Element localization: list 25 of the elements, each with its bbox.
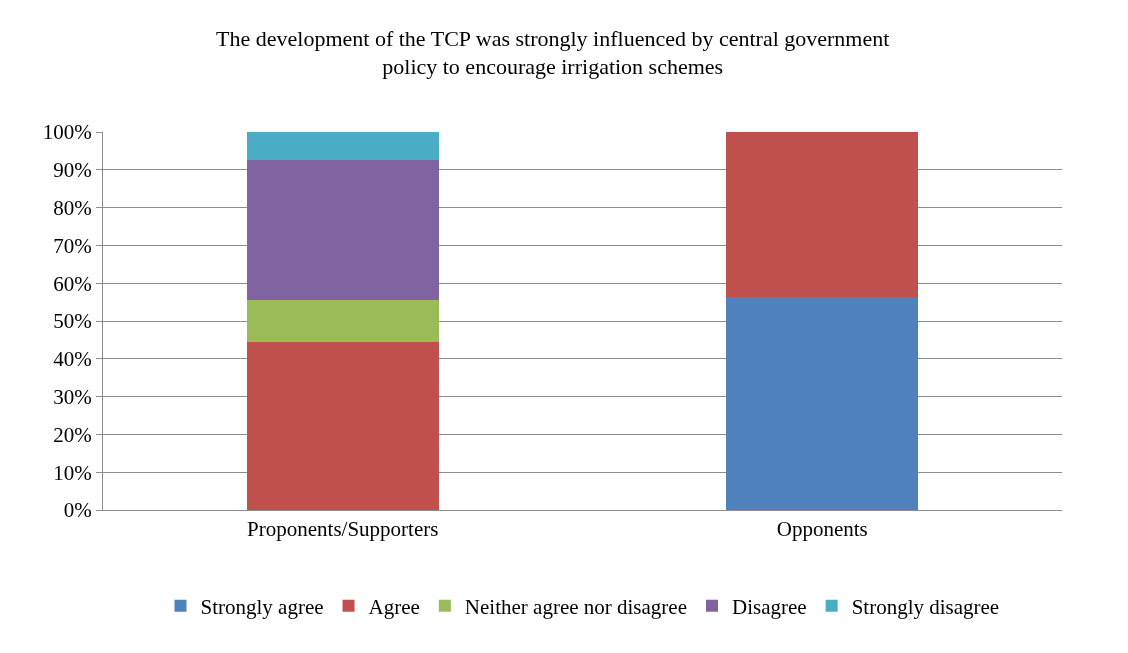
y-tick-label: 40% <box>53 347 92 372</box>
y-tick-label: 10% <box>53 460 92 485</box>
y-tick-label: 30% <box>53 384 92 409</box>
bar <box>246 159 439 301</box>
legend-label: Neither agree nor disagree <box>464 594 687 619</box>
y-tick-label: 50% <box>53 309 92 334</box>
y-tick-label: 100% <box>42 120 92 145</box>
y-tick-label: 70% <box>53 233 92 258</box>
bar <box>246 342 439 510</box>
bar <box>246 300 439 343</box>
y-tick-label: 60% <box>53 271 92 296</box>
legend-label: Strongly disagree <box>851 594 1000 619</box>
chart-title: The development of the TCP was strongly influenced by central government policy to encourage irrigation schemes <box>216 25 890 80</box>
x-tick-label: Opponents <box>776 517 868 542</box>
bar <box>726 297 919 510</box>
y-tick-label: 0% <box>63 498 92 523</box>
bar <box>726 132 919 298</box>
bar <box>246 132 439 160</box>
legend-label: Strongly agree <box>200 594 324 619</box>
y-tick-label: 90% <box>53 158 92 183</box>
legend-label: Agree <box>368 594 420 619</box>
y-tick-label: 20% <box>53 422 92 447</box>
y-tick-label: 80% <box>53 195 92 220</box>
x-tick-label: Proponents/Supporters <box>247 517 439 542</box>
legend-label: Disagree <box>732 594 807 619</box>
